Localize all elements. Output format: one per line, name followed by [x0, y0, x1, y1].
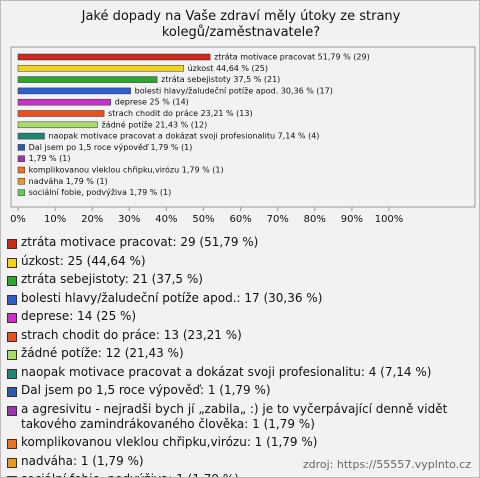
legend-swatch [7, 331, 17, 342]
legend-item: žádné potíže: 12 (21,43 %) [7, 346, 457, 361]
legend-swatch [7, 294, 17, 305]
value-label: strach chodit do práce 23,21 % (13) [108, 109, 253, 118]
bar [17, 76, 158, 83]
x-tick-label: 80% [304, 214, 326, 225]
bar [17, 132, 45, 140]
bar [17, 98, 111, 106]
bar [17, 121, 98, 129]
legend-item: a agresivitu - nejradši bych jí „zabila„… [7, 402, 457, 432]
legend-swatch [7, 257, 17, 268]
x-tick-label: 10% [44, 214, 66, 225]
bar [17, 155, 25, 162]
legend-swatch [7, 387, 17, 397]
plot-frame [10, 46, 476, 208]
x-tick-label: 30% [118, 214, 140, 225]
legend-label: žádné potíže: 12 (21,43 %) [21, 346, 184, 360]
legend-item: deprese: 14 (25 %) [7, 309, 457, 324]
bar [17, 53, 211, 61]
legend-swatch [7, 368, 17, 379]
legend-swatch [7, 239, 17, 249]
value-label: nadváha 1,79 % (1) [29, 177, 108, 186]
x-tick-label: 40% [155, 214, 177, 225]
legend-swatch [7, 276, 17, 286]
legend-item: ztráta motivace pracovat: 29 (51,79 %) [7, 235, 457, 250]
bar [17, 87, 131, 95]
x-tick-label: 20% [81, 214, 103, 225]
x-tick-label: 90% [341, 214, 363, 225]
bar [17, 189, 25, 196]
chart-title: Jaké dopady na Vaše zdraví měly útoky ze… [81, 9, 401, 40]
bar [17, 178, 25, 185]
legend-item: sociální fobie, podvýživa: 1 (1,79 %) [7, 472, 457, 477]
legend-swatch [7, 457, 17, 468]
value-label: ztráta sebejistoty 37,5 % (21) [161, 75, 280, 84]
value-label: komplikovanou vleklou chřipku,virózu 1,7… [29, 165, 224, 175]
legend-label: komplikovanou vleklou chřipku,virózu: 1 … [21, 435, 318, 449]
value-label: Dal jsem po 1,5 roce výpověď 1,79 % (1) [29, 143, 193, 152]
value-label: bolesti hlavy/žaludeční potíže apod. 30,… [135, 85, 333, 95]
legend-label: bolesti hlavy/žaludeční potíže apod.: 17… [21, 290, 323, 305]
legend-label: deprese: 14 (25 %) [21, 309, 137, 323]
legend-item: ztráta sebejistoty: 21 (37,5 %) [7, 272, 457, 287]
legend-item: Dal jsem po 1,5 roce výpověď: 1 (1,79 %) [7, 383, 457, 398]
value-label: deprese 25 % (14) [115, 98, 189, 107]
legend-label: naopak motivace pracovat a dokázat svoji… [21, 364, 432, 379]
value-label: ztráta motivace pracovat 51,79 % (29) [214, 53, 370, 62]
x-tick-label: 100% [375, 214, 404, 225]
legend-label: Dal jsem po 1,5 roce výpověď: 1 (1,79 %) [21, 383, 271, 397]
x-tick-label: 50% [192, 214, 214, 225]
legend-label: a agresivitu - nejradši bych jí „zabila„… [21, 401, 448, 431]
source: zdroj: https://55557.vyplnto.cz [302, 458, 471, 471]
legend-label: strach chodit do práce: 13 (23,21 %) [21, 327, 242, 342]
legend-label: sociální fobie, podvýživa: 1 (1,79 %) [21, 472, 239, 477]
legend-item: naopak motivace pracovat a dokázat svoji… [7, 365, 457, 380]
x-tick-label: 60% [229, 214, 251, 225]
legend-label: nadváha: 1 (1,79 %) [21, 453, 144, 468]
bar [17, 65, 184, 72]
legend-label: ztráta sebejistoty: 21 (37,5 %) [21, 272, 203, 286]
legend-item: nadváha: 1 (1,79 %) [7, 454, 457, 469]
legend-swatch [7, 476, 17, 477]
value-label: žádné potíže 21,43 % (12) [102, 119, 208, 129]
bar [17, 166, 25, 174]
legend-item: komplikovanou vleklou chřipku,virózu: 1 … [7, 435, 457, 450]
chart: 0% 10% 20% 30% 40% 50% 60% 70% 80% 90% 100% ztráta … [10, 46, 476, 225]
legend-item: úzkost: 25 (44,64 %) [7, 254, 457, 269]
legend-swatch [7, 439, 17, 449]
value-label: úzkost 44,64 % (25) [188, 64, 268, 73]
legend-swatch [7, 350, 17, 360]
legend-swatch [7, 405, 17, 416]
legend-item: strach chodit do práce: 13 (23,21 %) [7, 328, 457, 343]
legend: ztráta motivace pracovat: 29 (51,79 %) úz… [7, 235, 457, 477]
value-label: naopak motivace pracovat a dokázat svoji… [48, 132, 319, 141]
legend-label: úzkost: 25 (44,64 %) [21, 253, 146, 268]
legend-item: bolesti hlavy/žaludeční potíže apod.: 17… [7, 291, 457, 306]
x-tick-label: 70% [267, 214, 289, 225]
legend-swatch [7, 313, 17, 323]
bar [17, 144, 25, 151]
legend-label: ztráta motivace pracovat: 29 (51,79 %) [21, 235, 259, 249]
value-label: 1,79 % (1) [29, 154, 71, 163]
bar [17, 110, 105, 117]
x-tick-label: 0% [10, 214, 26, 225]
value-label: sociální fobie, podvýživa 1,79 % (1) [29, 188, 172, 197]
